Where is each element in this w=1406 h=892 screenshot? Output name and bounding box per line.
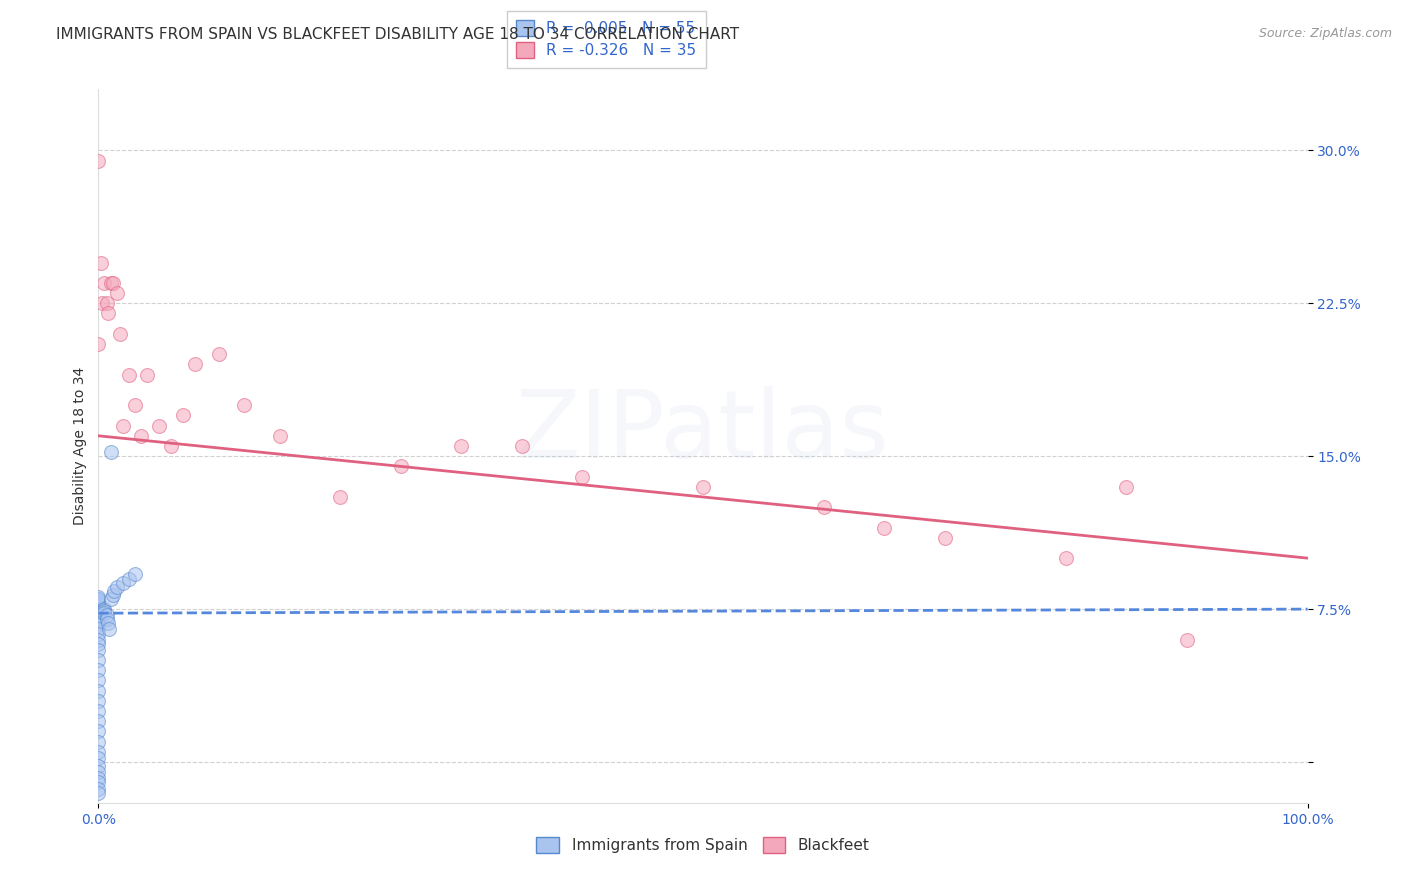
Point — [118, 368, 141, 382]
Point — [111, 418, 134, 433]
Point — [87, 590, 110, 604]
Point — [93, 604, 115, 618]
Point — [87, 598, 110, 612]
Point — [87, 153, 110, 168]
Point — [105, 580, 128, 594]
Point — [184, 358, 207, 372]
Point — [87, 591, 110, 606]
Point — [87, 602, 110, 616]
Point — [87, 714, 110, 729]
Point — [91, 296, 114, 310]
Point — [87, 781, 110, 796]
Point — [510, 439, 533, 453]
Point — [87, 623, 110, 637]
Point — [87, 608, 110, 623]
Point — [87, 673, 110, 688]
Point — [93, 606, 115, 620]
Point — [87, 596, 110, 610]
Point — [93, 276, 115, 290]
Point — [87, 626, 110, 640]
Point — [87, 751, 110, 765]
Point — [105, 286, 128, 301]
Point — [101, 276, 124, 290]
Point — [108, 326, 131, 341]
Point — [124, 398, 146, 412]
Point — [87, 637, 110, 651]
Point — [118, 572, 141, 586]
Point — [87, 775, 110, 789]
Point — [87, 594, 110, 608]
Point — [96, 296, 118, 310]
Point — [87, 759, 110, 773]
Point — [97, 306, 120, 320]
Point — [160, 439, 183, 453]
Point — [97, 616, 120, 631]
Point — [87, 602, 110, 616]
Point — [87, 786, 110, 800]
Point — [692, 480, 714, 494]
Point — [87, 724, 110, 739]
Text: IMMIGRANTS FROM SPAIN VS BLACKFEET DISABILITY AGE 18 TO 34 CORRELATION CHART: IMMIGRANTS FROM SPAIN VS BLACKFEET DISAB… — [56, 27, 740, 42]
Point — [87, 663, 110, 677]
Point — [87, 596, 110, 610]
Point — [100, 445, 122, 459]
Text: ZIPatlas: ZIPatlas — [516, 385, 890, 478]
Point — [571, 469, 593, 483]
Point — [87, 612, 110, 626]
Point — [100, 591, 122, 606]
Point — [87, 616, 110, 631]
Point — [172, 409, 194, 423]
Point — [87, 772, 110, 786]
Point — [87, 618, 110, 632]
Point — [90, 255, 112, 269]
Point — [813, 500, 835, 515]
Point — [124, 567, 146, 582]
Point — [450, 439, 472, 453]
Point — [87, 610, 110, 624]
Point — [98, 623, 121, 637]
Point — [87, 734, 110, 748]
Point — [1054, 551, 1077, 566]
Point — [87, 765, 110, 780]
Point — [148, 418, 170, 433]
Point — [101, 588, 124, 602]
Point — [232, 398, 254, 412]
Point — [87, 683, 110, 698]
Point — [87, 643, 110, 657]
Point — [87, 337, 110, 351]
Point — [129, 429, 152, 443]
Point — [87, 598, 110, 612]
Point — [87, 745, 110, 759]
Legend: Immigrants from Spain, Blackfeet: Immigrants from Spain, Blackfeet — [530, 831, 876, 859]
Point — [269, 429, 291, 443]
Point — [934, 531, 956, 545]
Point — [87, 632, 110, 647]
Point — [87, 694, 110, 708]
Point — [100, 276, 122, 290]
Point — [87, 606, 110, 620]
Y-axis label: Disability Age 18 to 34: Disability Age 18 to 34 — [73, 367, 87, 525]
Point — [329, 490, 352, 504]
Point — [135, 368, 157, 382]
Point — [87, 600, 110, 615]
Point — [1115, 480, 1137, 494]
Point — [87, 591, 110, 606]
Point — [103, 583, 125, 598]
Point — [96, 612, 118, 626]
Text: Source: ZipAtlas.com: Source: ZipAtlas.com — [1258, 27, 1392, 40]
Point — [873, 520, 896, 534]
Point — [111, 575, 134, 590]
Point — [87, 653, 110, 667]
Point — [208, 347, 231, 361]
Point — [93, 602, 115, 616]
Point — [1175, 632, 1198, 647]
Point — [87, 615, 110, 629]
Point — [96, 608, 118, 623]
Point — [87, 704, 110, 718]
Point — [389, 459, 412, 474]
